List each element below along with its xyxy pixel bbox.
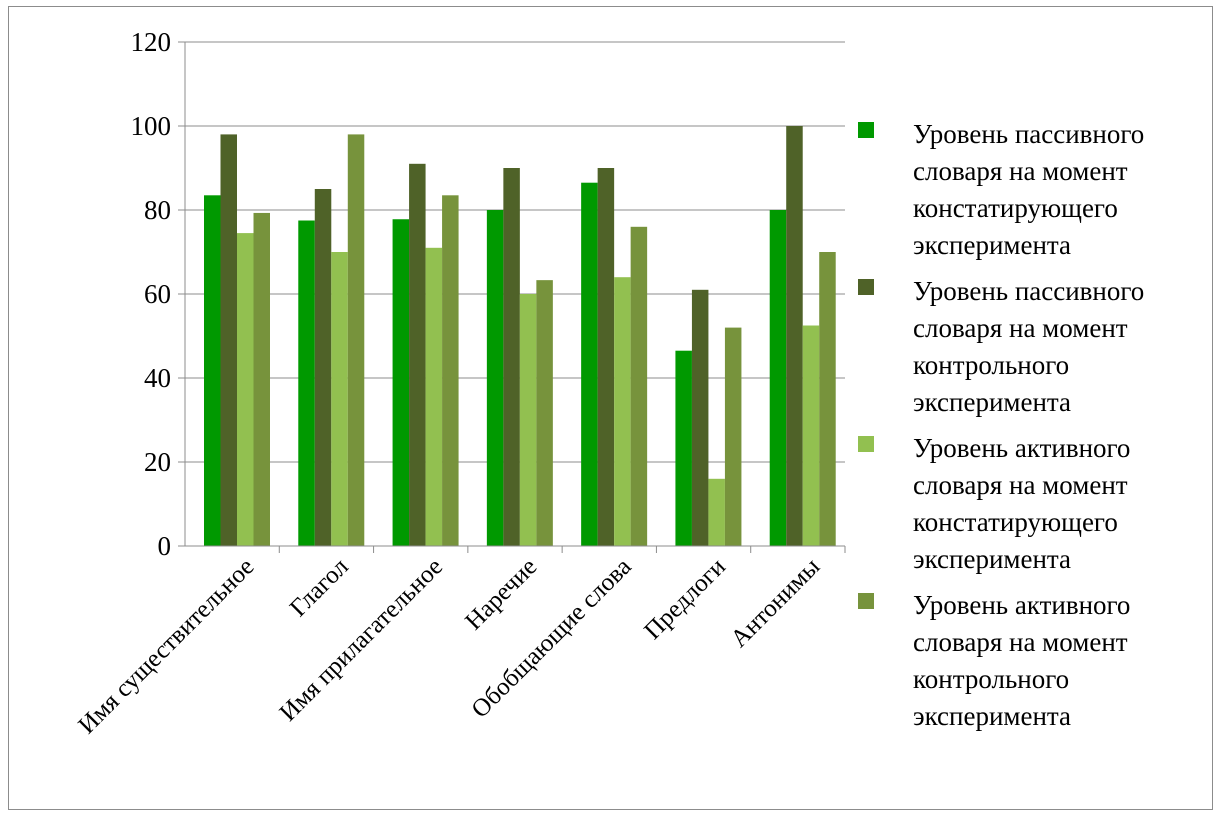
- bar: [691, 289, 709, 546]
- bar: [708, 478, 725, 546]
- bar: [819, 252, 836, 546]
- bars: [204, 126, 836, 547]
- legend-entry: Уровень пассивного словаря на момент контр…: [913, 276, 1144, 417]
- bar: [314, 189, 332, 546]
- y-tick-label: 20: [144, 447, 171, 477]
- bar: [331, 252, 348, 546]
- bar: [503, 168, 520, 546]
- axes: [178, 41, 846, 553]
- bar: [675, 350, 692, 546]
- y-tick-label: 120: [131, 27, 172, 57]
- bar: [425, 247, 443, 547]
- bar: [220, 134, 237, 546]
- bar: [486, 210, 504, 546]
- y-tick-labels: 0 20 40 60 80 100 120: [131, 27, 172, 561]
- bar: [347, 134, 365, 546]
- bar: [442, 195, 459, 547]
- bar: [724, 327, 742, 546]
- bar: [769, 210, 787, 546]
- legend: Уровень пассивного словаря на момент конст…: [858, 119, 1144, 731]
- bar: [237, 233, 254, 546]
- y-tick-label: 100: [131, 111, 172, 141]
- bar: [519, 294, 537, 546]
- legend-entry: Уровень пассивного словаря на момент конст…: [913, 119, 1144, 260]
- category-label: Предлоги: [639, 553, 731, 645]
- bar: [409, 163, 426, 547]
- category-label: Имя существительное: [73, 553, 259, 739]
- y-tick-label: 80: [144, 195, 171, 225]
- category-label: Наречие: [460, 553, 542, 635]
- category-label: Обобщающие слова: [467, 553, 637, 723]
- bar: [204, 195, 221, 547]
- bar: [253, 212, 270, 546]
- bar: [802, 325, 820, 546]
- legend-entry: Уровень активного словаря на момент контро…: [913, 590, 1130, 731]
- bar: [630, 226, 648, 547]
- legend-swatch: [858, 122, 874, 138]
- bar: [392, 219, 410, 547]
- bar: [597, 168, 615, 546]
- y-tick-label: 60: [144, 279, 171, 309]
- bar: [786, 126, 803, 546]
- bar: [536, 280, 553, 546]
- bar: [614, 277, 631, 546]
- legend-swatch: [858, 593, 874, 609]
- category-label: Антонимы: [726, 553, 826, 653]
- y-tick-label: 0: [158, 531, 172, 561]
- legend-swatch: [858, 436, 874, 452]
- category-label: Глагол: [285, 553, 354, 622]
- category-label: Имя прилагательное: [275, 553, 448, 726]
- legend-swatch: [858, 279, 874, 295]
- legend-entry: Уровень активного словаря на момент конста…: [913, 433, 1130, 574]
- bar: [581, 182, 598, 546]
- bar: [298, 220, 315, 546]
- y-tick-label: 40: [144, 363, 171, 393]
